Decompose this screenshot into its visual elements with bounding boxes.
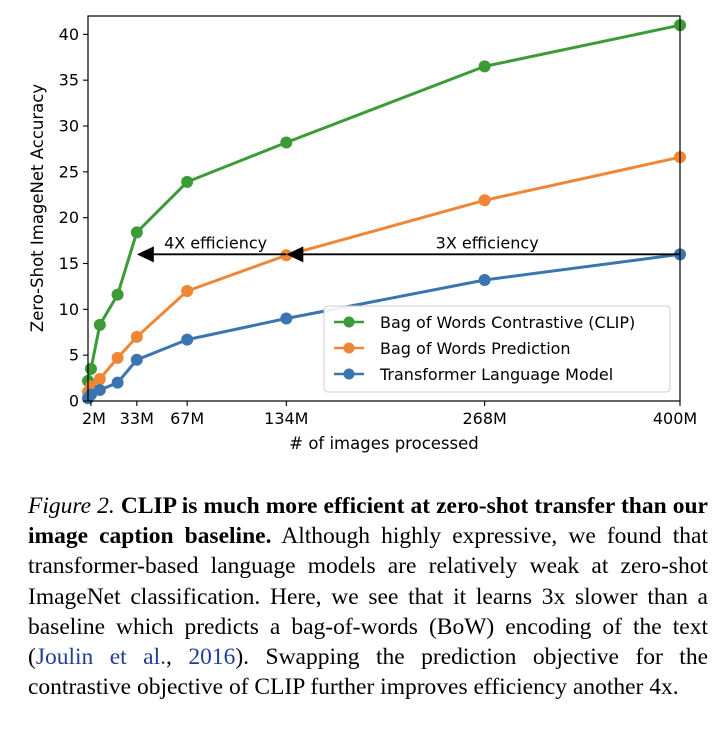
series-layer xyxy=(82,19,686,405)
caption-figure-label: Figure 2. xyxy=(28,493,115,519)
caption-bold-summary: CLIP is much more efficient at zero-shot… xyxy=(28,493,708,550)
x-tick-label: 268M xyxy=(462,409,506,428)
axis-layer: 0 5 10 15 20 25 30 35 40 2M 33M 67M 134M 268M 400M xyxy=(59,25,698,428)
x-tick-label: 134M xyxy=(264,409,308,428)
data-point-bow-prediction xyxy=(93,373,106,385)
data-point-clip xyxy=(130,226,143,239)
y-tick-label: 40 xyxy=(59,25,79,44)
y-tick-label: 10 xyxy=(59,300,79,319)
citation-authors-link[interactable]: Joulin et al. xyxy=(35,644,166,671)
y-tick-label: 35 xyxy=(59,71,79,90)
y-tick-label: 30 xyxy=(59,117,79,136)
legend-marker-bow-prediction xyxy=(343,342,355,354)
arrow-head xyxy=(136,246,154,263)
y-axis-label: Zero-Shot ImageNet Accuracy xyxy=(28,84,47,332)
efficiency-annotation: 4X efficiency xyxy=(164,233,267,252)
legend-label-transformer: Transformer Language Model xyxy=(379,365,613,384)
data-point-transformer xyxy=(280,312,293,325)
legend-label-clip: Bag of Words Contrastive (CLIP) xyxy=(380,313,635,332)
data-point-bow-prediction xyxy=(130,330,143,343)
figure-caption: Figure 2. CLIP is much more efficient at… xyxy=(28,491,708,702)
plot-frame xyxy=(87,15,681,402)
chart: 4X efficiency 3X efficiency 0 5 10 15 20 25 30 3… xyxy=(28,15,698,453)
y-tick-label: 25 xyxy=(59,162,79,181)
arrow-head xyxy=(286,246,304,263)
data-point-clip xyxy=(93,318,106,331)
annotation-layer: 4X efficiency 3X efficiency xyxy=(136,233,680,263)
data-point-clip xyxy=(478,60,491,73)
legend-label-bow-prediction: Bag of Words Prediction xyxy=(380,339,571,358)
data-point-transformer xyxy=(181,333,194,346)
legend: Bag of Words Contrastive (CLIP) Bag of W… xyxy=(323,305,671,393)
efficiency-annotation: 3X efficiency xyxy=(436,233,539,252)
data-point-bow-prediction xyxy=(478,194,491,207)
caption-body-text: Although highly expressive, we found tha… xyxy=(28,523,708,671)
legend-box xyxy=(323,305,671,393)
citation-separator: , xyxy=(166,644,189,671)
data-point-clip xyxy=(84,362,97,375)
y-tick-label: 20 xyxy=(59,208,79,227)
data-point-bow-prediction xyxy=(280,249,293,262)
x-tick-label: 2M xyxy=(82,409,106,428)
data-point-transformer xyxy=(93,384,106,396)
caption-body-text-end: ). Swapping the prediction objective for… xyxy=(28,644,709,701)
y-tick-label: 15 xyxy=(59,254,79,273)
y-tick-label: 0 xyxy=(69,392,79,411)
citation-year-link[interactable]: 2016 xyxy=(188,644,236,671)
data-point-clip xyxy=(111,288,124,301)
legend-marker-clip xyxy=(343,316,355,328)
legend-marker-transformer xyxy=(343,368,355,380)
data-point-bow-prediction xyxy=(111,351,124,364)
data-point-bow-prediction xyxy=(181,285,194,297)
data-point-clip xyxy=(181,175,194,188)
x-axis-label: # of images processed xyxy=(289,434,478,453)
x-tick-label: 67M xyxy=(170,409,204,428)
data-point-transformer xyxy=(130,353,143,366)
x-tick-label: 33M xyxy=(120,409,154,428)
x-tick-label: 400M xyxy=(653,409,697,428)
data-point-clip xyxy=(280,136,293,149)
data-point-transformer xyxy=(478,274,491,286)
data-point-transformer xyxy=(111,376,124,389)
y-tick-label: 5 xyxy=(69,346,79,365)
